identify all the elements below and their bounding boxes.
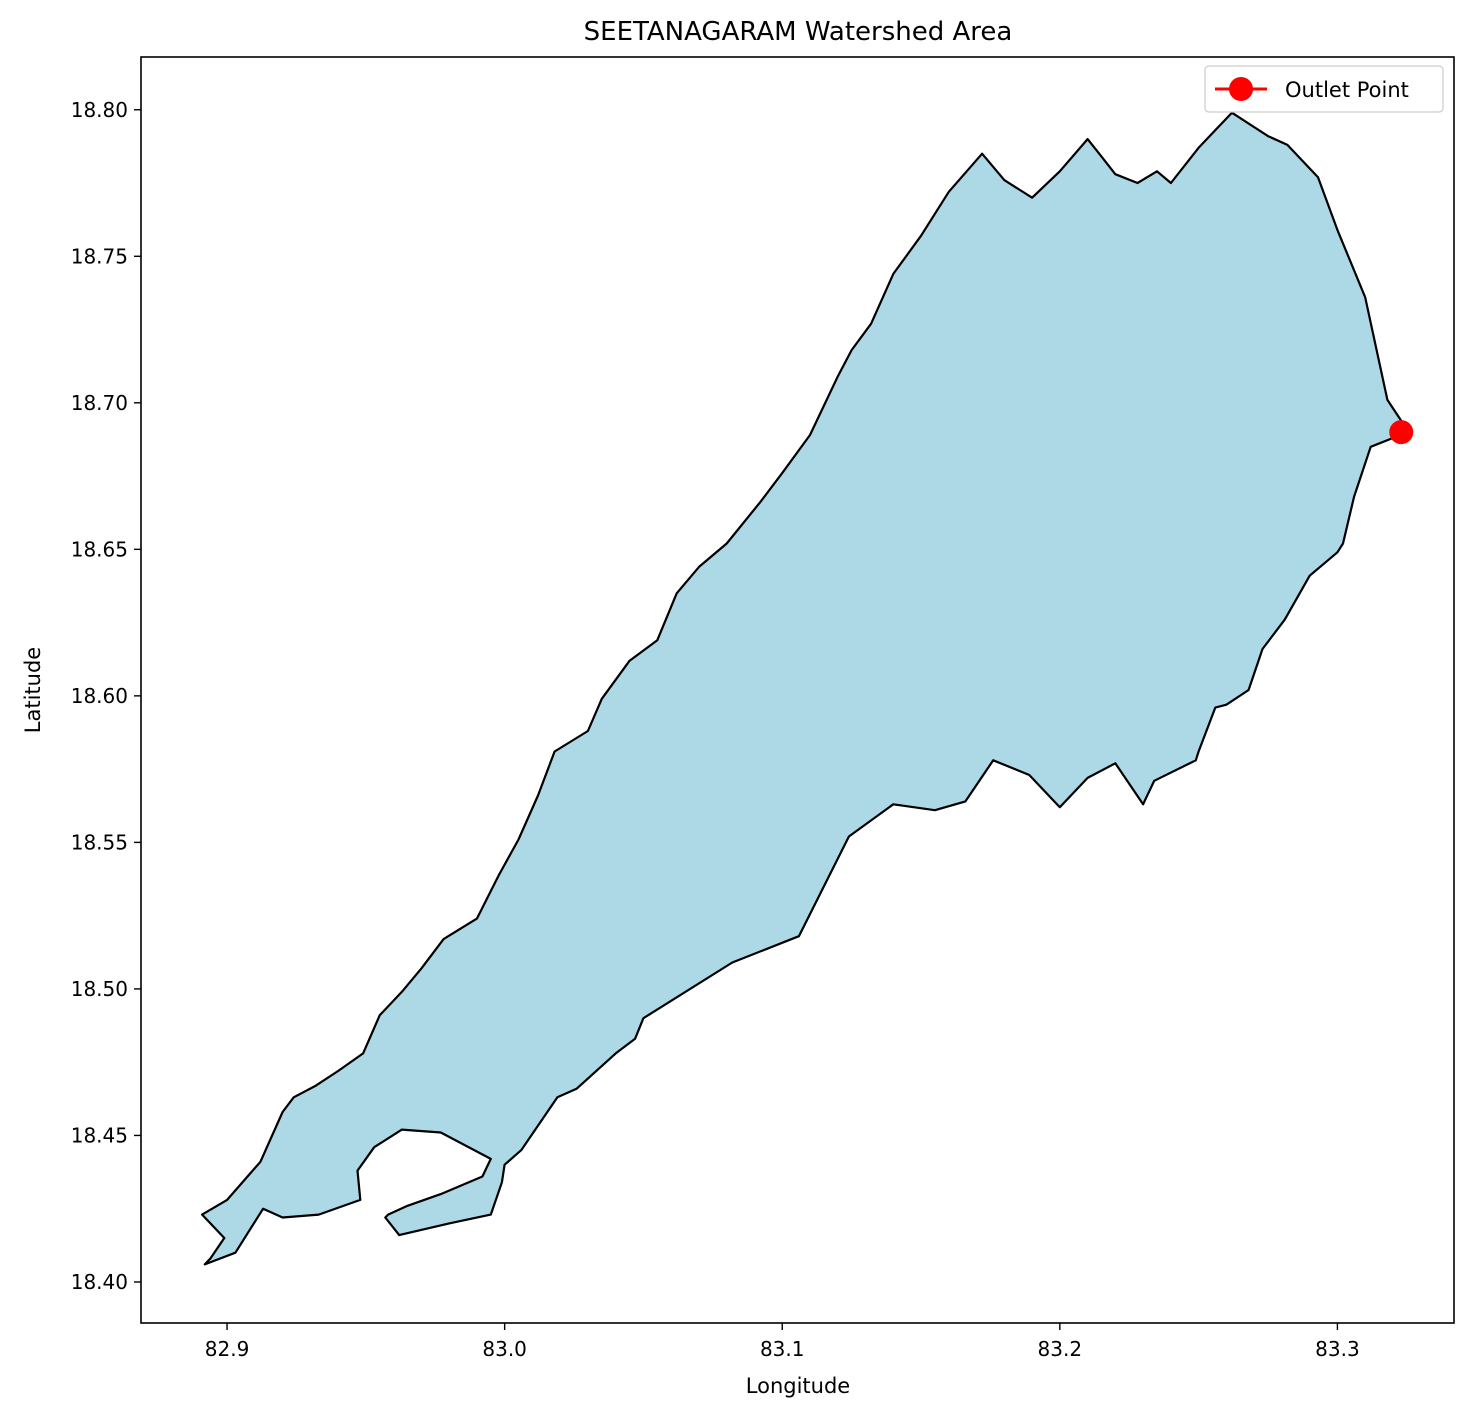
y-tick-label: 18.70 bbox=[71, 391, 128, 415]
y-tick-label: 18.45 bbox=[71, 1123, 128, 1147]
x-tick-label: 83.0 bbox=[482, 1337, 527, 1361]
y-tick-label: 18.65 bbox=[71, 537, 128, 561]
x-tick-label: 82.9 bbox=[205, 1337, 250, 1361]
x-axis-label: Longitude bbox=[746, 1374, 850, 1398]
legend: Outlet Point bbox=[1204, 65, 1444, 113]
y-tick-label: 18.40 bbox=[71, 1270, 128, 1294]
watershed-polygon bbox=[201, 111, 1408, 1266]
y-tick-label: 18.80 bbox=[71, 98, 128, 122]
x-tick-label: 83.1 bbox=[760, 1337, 805, 1361]
plot-area bbox=[201, 111, 1408, 1266]
axes-frame bbox=[140, 56, 1455, 1324]
y-tick-label: 18.60 bbox=[71, 684, 128, 708]
y-axis: 18.40 18.45 18.50 18.55 18.60 18.65 18.70 18.75… bbox=[71, 98, 141, 1294]
y-tick-label: 18.75 bbox=[71, 244, 128, 268]
chart-title: SEETANAGARAM Watershed Area bbox=[584, 17, 1013, 47]
outlet-point-marker bbox=[1389, 420, 1414, 445]
outlet-series bbox=[1389, 420, 1414, 445]
x-axis: 82.9 83.0 83.1 83.2 83.3 bbox=[205, 1323, 1360, 1361]
legend-marker-dot bbox=[1229, 77, 1253, 101]
x-tick-label: 83.3 bbox=[1315, 1337, 1360, 1361]
y-tick-label: 18.55 bbox=[71, 830, 128, 854]
y-tick-label: 18.50 bbox=[71, 977, 128, 1001]
x-tick-label: 83.2 bbox=[1038, 1337, 1083, 1361]
y-axis-label: Latitude bbox=[21, 647, 45, 733]
legend-box bbox=[1204, 65, 1444, 113]
legend-label-outlet-point: Outlet Point bbox=[1285, 78, 1409, 102]
